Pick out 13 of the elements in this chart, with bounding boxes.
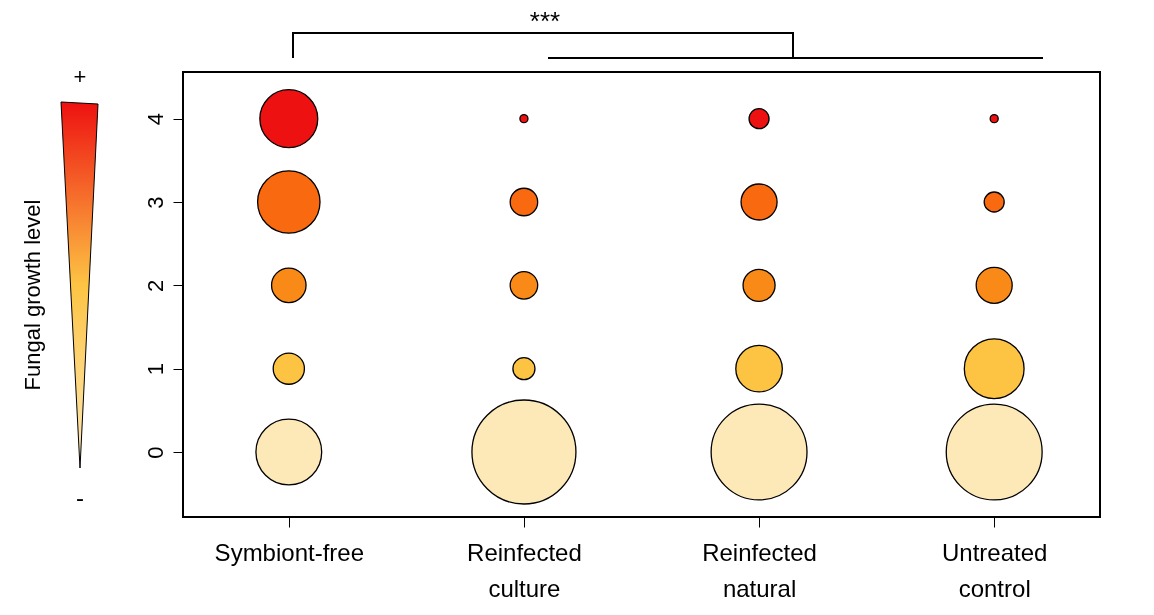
x-tick-label: Reinfected natural: [702, 538, 817, 602]
x-tick-label: Reinfected culture: [467, 538, 582, 602]
text: ***: [529, 6, 561, 36]
x-tick-label: Symbiont-free: [214, 538, 364, 566]
x-tick-label: Untreated control: [941, 538, 1048, 602]
y-tick-label: 0: [142, 446, 168, 459]
y-tick-label: 1: [142, 363, 168, 376]
text: +: [73, 64, 87, 89]
y-tick-label: 3: [142, 196, 168, 209]
y-tick-label: 4: [142, 113, 168, 126]
y-tick-label: 2: [142, 279, 168, 292]
y-axis-title: Fungal growth level: [19, 199, 45, 391]
text: -: [76, 484, 84, 511]
